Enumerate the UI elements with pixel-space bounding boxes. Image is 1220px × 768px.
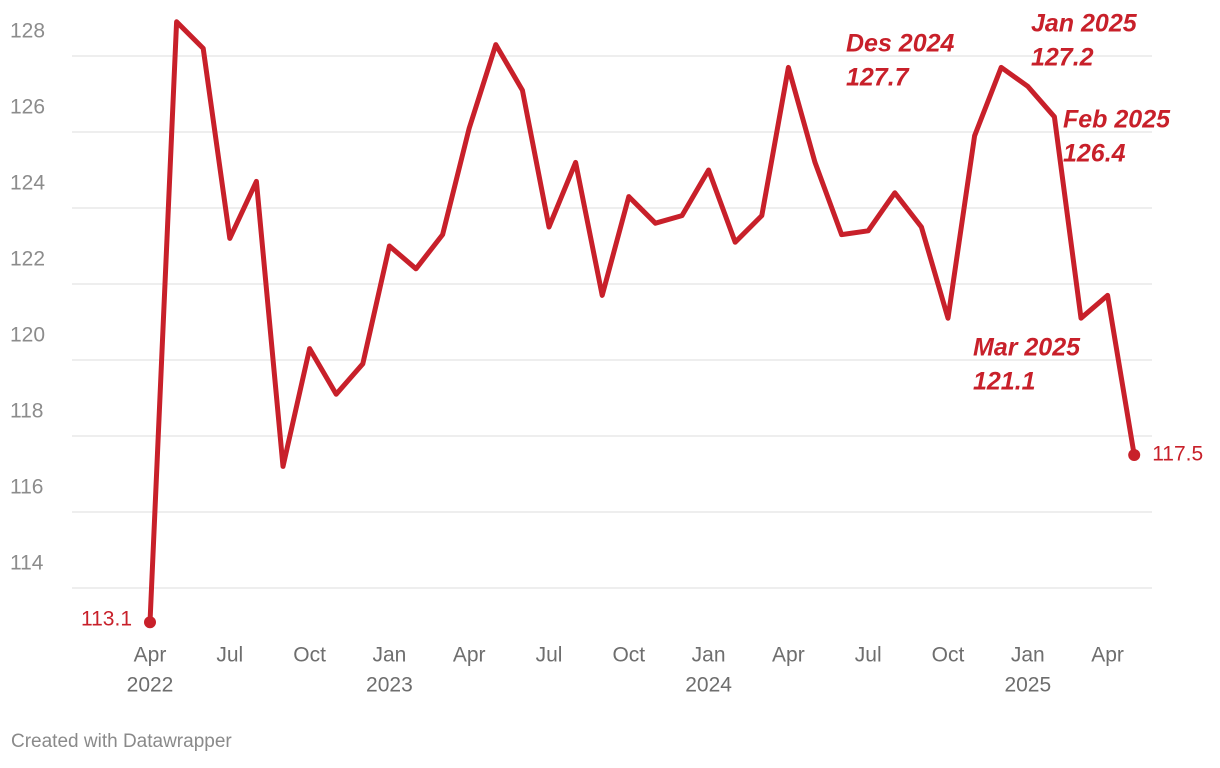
start-value-label: 113.1	[81, 608, 132, 631]
x-axis-ticks: Apr 2022 Jul Oct Jan 2023 Apr Jul Oct Jan 2024 Apr J…	[127, 644, 1124, 697]
y-tick-label-116: 116	[10, 476, 43, 499]
x-tick-label-2022-07: Jul	[216, 644, 243, 667]
annotation-month-3: Mar 2025	[973, 334, 1081, 362]
x-tick-label-2024-07: Jul	[855, 644, 882, 667]
annotation-month-2: Feb 2025	[1063, 106, 1171, 134]
x-tick-year-2025-01: 2025	[1004, 674, 1051, 697]
y-tick-label-124: 124	[10, 172, 45, 195]
annotation-month-1: Jan 2025	[1031, 10, 1138, 38]
annotation-month-0: Des 2024	[846, 30, 955, 58]
x-tick-label-2024-10: Oct	[932, 644, 965, 667]
x-tick-year-2024-01: 2024	[685, 674, 732, 697]
annotations: Des 2024 127.7 Jan 2025 127.2 Feb 2025 126.4 M…	[846, 10, 1171, 396]
end-point	[1128, 449, 1141, 461]
gridlines	[72, 55, 1152, 589]
annotation-value-2: 126.4	[1063, 140, 1126, 168]
series-line	[147, 19, 1137, 625]
x-tick-label-2022-04: Apr	[134, 644, 167, 667]
annotation-value-0: 127.7	[846, 64, 910, 92]
data-labels: 113.1 117.5	[81, 443, 1203, 631]
datawrapper-credit: Created with Datawrapper	[11, 731, 232, 752]
y-tick-label-122: 122	[10, 248, 45, 271]
y-tick-label-126: 126	[10, 96, 45, 119]
y-tick-label-128: 128	[10, 20, 45, 43]
y-tick-label-114: 114	[10, 552, 44, 575]
y-tick-label-120: 120	[10, 324, 45, 347]
x-tick-year-2022-04: 2022	[127, 674, 174, 697]
x-tick-label-2023-04: Apr	[453, 644, 486, 667]
x-tick-year-2023-01: 2023	[366, 674, 413, 697]
x-tick-label-2023-07: Jul	[536, 644, 563, 667]
series	[144, 19, 1141, 629]
x-tick-label-2024-04: Apr	[772, 644, 805, 667]
annotation-value-1: 127.2	[1031, 44, 1094, 72]
start-point	[144, 616, 156, 629]
x-tick-label-2025-04: Apr	[1091, 644, 1124, 667]
x-tick-label-2024-01: Jan	[692, 644, 726, 667]
x-tick-label-2025-01: Jan	[1011, 644, 1045, 667]
y-axis-ticks: 114 116 118 120 122 124 126 128	[10, 20, 45, 575]
y-tick-label-118: 118	[10, 400, 43, 423]
x-tick-label-2023-10: Oct	[612, 644, 645, 667]
x-tick-label-2023-01: Jan	[372, 644, 406, 667]
x-tick-label-2022-10: Oct	[293, 644, 326, 667]
annotation-value-3: 121.1	[973, 368, 1036, 396]
end-value-label: 117.5	[1152, 443, 1203, 466]
